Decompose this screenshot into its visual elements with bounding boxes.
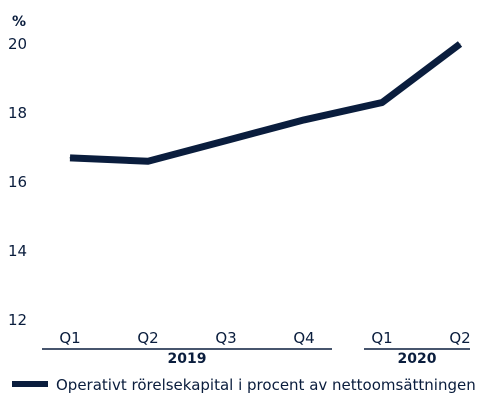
x-tick-label: Q2 bbox=[137, 329, 158, 347]
data-point bbox=[459, 43, 461, 45]
x-tick-label: Q1 bbox=[371, 329, 392, 347]
y-tick-label: 12 bbox=[8, 311, 27, 329]
plot-area bbox=[69, 41, 463, 165]
year-group-label: 2020 bbox=[398, 351, 437, 367]
y-axis-ticks: 20 18 16 14 12 bbox=[8, 35, 27, 329]
y-tick-label: 14 bbox=[8, 242, 27, 260]
data-point bbox=[147, 160, 149, 162]
y-tick-label: 20 bbox=[8, 35, 27, 53]
series-line bbox=[69, 41, 463, 165]
data-point bbox=[225, 140, 227, 142]
y-tick-label: 18 bbox=[8, 104, 27, 122]
x-axis-year-groups: 2019 2020 bbox=[42, 348, 470, 367]
data-point bbox=[69, 157, 71, 159]
x-tick-label: Q3 bbox=[215, 329, 236, 347]
year-group-label: 2019 bbox=[168, 351, 207, 367]
x-tick-label: Q2 bbox=[449, 329, 470, 347]
y-axis-unit: % bbox=[12, 14, 26, 30]
x-tick-label: Q1 bbox=[59, 329, 80, 347]
x-tick-label: Q4 bbox=[293, 329, 314, 347]
legend-label: Operativt rörelsekapital i procent av ne… bbox=[56, 376, 476, 394]
x-axis-ticks: Q1 Q2 Q3 Q4 Q1 Q2 bbox=[59, 329, 470, 347]
data-point bbox=[381, 102, 383, 104]
legend-swatch bbox=[12, 381, 48, 387]
data-point bbox=[303, 119, 305, 121]
y-tick-label: 16 bbox=[8, 173, 27, 191]
legend: Operativt rörelsekapital i procent av ne… bbox=[12, 376, 476, 394]
